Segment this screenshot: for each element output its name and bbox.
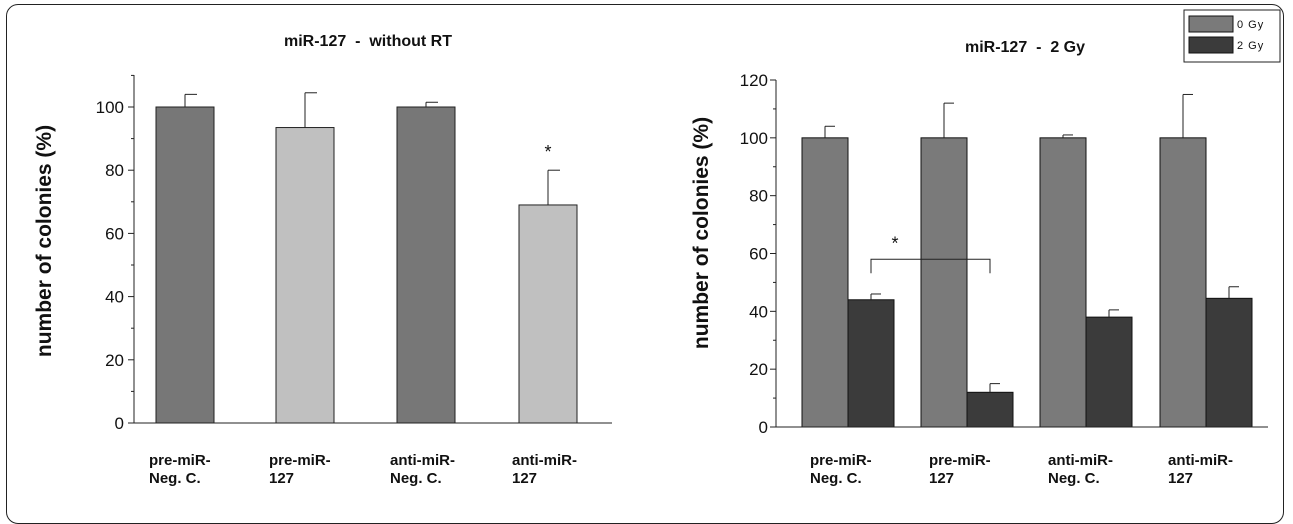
y-axis-label: number of colonies (%) (33, 125, 56, 357)
chart-title: miR-127 - 2 Gy (965, 39, 1085, 56)
y-tick-label: 80 (749, 187, 768, 206)
y-tick-label: 60 (749, 245, 768, 264)
bar (801, 137, 849, 428)
x-category-label: pre-miR- (929, 452, 991, 469)
legend-label: 0 Gy (1237, 19, 1264, 31)
legend-swatch (1188, 36, 1234, 54)
x-category-label: Neg. C. (810, 470, 862, 487)
x-category-label: Neg. C. (1048, 470, 1100, 487)
y-tick-label: 0 (759, 418, 768, 437)
x-category-label: 127 (512, 470, 537, 487)
x-category-label: 127 (929, 470, 954, 487)
significance-marker: * (544, 142, 551, 162)
chart-title: miR-127 - without RT (284, 33, 452, 50)
legend-label: 2 Gy (1237, 40, 1264, 52)
bar (1085, 316, 1133, 428)
chart-without-rt: miR-127 - without RT number of colonies … (33, 33, 612, 487)
x-category-label: 127 (1168, 470, 1193, 487)
bar (1039, 137, 1087, 428)
legend: 0 Gy 2 Gy (1183, 9, 1281, 63)
y-tick-label: 40 (749, 302, 768, 321)
x-category-label: pre-miR- (269, 452, 331, 469)
x-category-label: pre-miR- (810, 452, 872, 469)
figure-charts: miR-127 - without RT number of colonies … (33, 9, 1281, 487)
y-tick-label: 120 (740, 71, 768, 90)
y-tick-label: 20 (749, 360, 768, 379)
x-category-label: anti-miR- (512, 452, 577, 469)
y-tick-label: 0 (115, 414, 124, 433)
significance-bracket (870, 258, 991, 274)
bar (275, 127, 335, 424)
x-category-label: pre-miR- (149, 452, 211, 469)
bar (1159, 137, 1207, 428)
y-tick-label: 20 (105, 351, 124, 370)
bar (1205, 297, 1253, 428)
y-tick-label: 60 (105, 224, 124, 243)
y-tick-label: 100 (96, 98, 124, 117)
y-tick-label: 40 (105, 288, 124, 307)
bar (518, 204, 578, 424)
x-category-label: anti-miR- (1048, 452, 1113, 469)
y-tick-label: 80 (105, 161, 124, 180)
bar (920, 137, 968, 428)
x-category-label: Neg. C. (390, 470, 442, 487)
bar (155, 106, 215, 424)
y-tick-label: 100 (740, 129, 768, 148)
x-category-label: 127 (269, 470, 294, 487)
chart-2gy: miR-127 - 2 Gy number of colonies (%) 0 2… (690, 9, 1281, 487)
legend-swatch (1188, 15, 1234, 33)
x-category-label: anti-miR- (1168, 452, 1233, 469)
bar (966, 391, 1014, 428)
x-category-label: Neg. C. (149, 470, 201, 487)
bar (396, 106, 456, 424)
y-axis-label: number of colonies (%) (690, 117, 713, 349)
x-category-label: anti-miR- (390, 452, 455, 469)
significance-marker: * (891, 233, 898, 253)
bar (847, 299, 895, 428)
